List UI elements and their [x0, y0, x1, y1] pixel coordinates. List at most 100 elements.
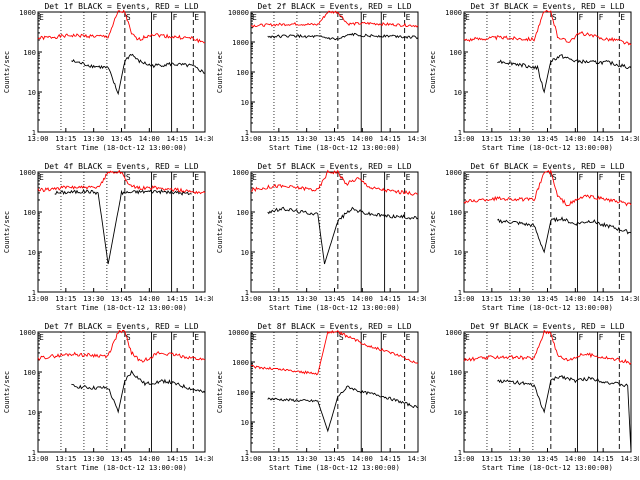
y-tick-label: 100	[449, 209, 462, 217]
x-axis-label: Start Time (18-Oct-12 13:00:00)	[56, 144, 187, 152]
series-line-events	[267, 32, 419, 41]
y-tick-label: 100	[236, 209, 249, 217]
x-tick-label: 14:15	[593, 295, 614, 303]
event-marker-label: E	[406, 13, 411, 22]
series-line-events	[71, 369, 206, 414]
chart-title: Det 1f BLACK = Events, RED = LLD	[44, 2, 198, 11]
x-tick-label: 13:45	[324, 295, 345, 303]
event-marker-label: F	[362, 173, 367, 182]
event-marker-label: F	[599, 173, 604, 182]
event-marker-label: F	[599, 333, 604, 342]
x-tick-label: 13:45	[324, 135, 345, 143]
x-tick-label: 13:00	[27, 135, 48, 143]
x-tick-label: 13:30	[296, 295, 317, 303]
y-axis-label: Counts/sec	[3, 371, 11, 413]
x-tick-label: 13:00	[240, 295, 261, 303]
x-tick-label: 13:30	[296, 455, 317, 463]
y-tick-label: 10	[454, 409, 462, 417]
x-tick-label: 13:00	[240, 135, 261, 143]
x-tick-label: 13:45	[537, 295, 558, 303]
plot-frame	[463, 11, 632, 133]
y-tick-label: 10000	[228, 9, 249, 17]
event-marker-label: E	[406, 173, 411, 182]
x-axis-label: Start Time (18-Oct-12 13:00:00)	[482, 304, 613, 312]
y-tick-label: 100	[23, 209, 36, 217]
chart-panel-1: Det 1f BLACK = Events, RED = LLD 1 10 100 10…	[3, 2, 213, 152]
y-tick-label: 1	[32, 129, 36, 137]
y-tick-label: 1	[245, 449, 249, 457]
y-tick-label: 10	[241, 419, 249, 427]
y-tick-label: 1	[458, 129, 462, 137]
x-axis-label: Start Time (18-Oct-12 13:00:00)	[269, 464, 400, 472]
x-tick-label: 13:15	[481, 135, 502, 143]
y-tick-label: 100	[236, 389, 249, 397]
event-marker-label: S	[552, 333, 557, 342]
y-tick-label: 10	[241, 99, 249, 107]
y-tick-label: 10	[28, 249, 36, 257]
x-tick-label: 13:15	[268, 135, 289, 143]
y-tick-label: 100	[449, 369, 462, 377]
x-tick-label: 13:00	[240, 455, 261, 463]
plot-frame	[37, 331, 206, 453]
y-axis-label: Counts/sec	[3, 211, 11, 253]
event-marker-label: F	[579, 173, 584, 182]
series-line-events	[497, 375, 632, 453]
x-tick-label: 14:15	[167, 135, 188, 143]
plot-frame	[250, 331, 419, 453]
y-tick-label: 1000	[445, 169, 462, 177]
chart-panel-2: Det 2f BLACK = Events, RED = LLD 1 10 100 10…	[216, 2, 426, 152]
series-line-events	[267, 385, 419, 433]
x-tick-label: 13:15	[268, 295, 289, 303]
x-tick-label: 13:30	[509, 295, 530, 303]
y-tick-label: 1	[458, 289, 462, 297]
event-marker-label: E	[252, 13, 257, 22]
event-marker-label: F	[173, 13, 178, 22]
x-tick-label: 14:30	[407, 295, 426, 303]
y-tick-label: 10	[454, 89, 462, 97]
event-marker-label: F	[153, 13, 158, 22]
event-marker-label: F	[382, 333, 387, 342]
plot-frame	[37, 171, 206, 293]
x-tick-label: 14:00	[352, 455, 373, 463]
event-marker-label: E	[39, 173, 44, 182]
x-tick-label: 13:15	[481, 455, 502, 463]
series-line-lld	[463, 9, 632, 46]
x-tick-label: 13:00	[453, 135, 474, 143]
chart-panel-6: Det 6f BLACK = Events, RED = LLD 1 10 100 10…	[429, 162, 639, 312]
x-tick-label: 13:15	[55, 135, 76, 143]
x-tick-label: 13:45	[111, 295, 132, 303]
event-marker-label: F	[153, 173, 158, 182]
x-tick-label: 13:30	[509, 135, 530, 143]
chart-title: Det 7f BLACK = Events, RED = LLD	[44, 322, 198, 331]
chart-title: Det 3f BLACK = Events, RED = LLD	[470, 2, 624, 11]
y-tick-label: 100	[23, 369, 36, 377]
chart-title: Det 2f BLACK = Events, RED = LLD	[257, 2, 411, 11]
event-marker-label: E	[620, 13, 625, 22]
event-marker-label: E	[620, 173, 625, 182]
x-tick-label: 13:15	[55, 455, 76, 463]
x-tick-label: 13:45	[111, 135, 132, 143]
x-axis-label: Start Time (18-Oct-12 13:00:00)	[482, 464, 613, 472]
y-axis-label: Counts/sec	[429, 51, 437, 93]
y-tick-label: 1000	[19, 329, 36, 337]
series-line-lld	[250, 169, 419, 196]
y-tick-label: 1	[458, 449, 462, 457]
chart-title: Det 5f BLACK = Events, RED = LLD	[257, 162, 411, 171]
chart-title: Det 8f BLACK = Events, RED = LLD	[257, 322, 411, 331]
event-marker-label: F	[382, 13, 387, 22]
x-axis-label: Start Time (18-Oct-12 13:00:00)	[56, 304, 187, 312]
event-marker-label: S	[126, 333, 131, 342]
plot-frame	[463, 331, 632, 453]
y-tick-label: 100	[449, 49, 462, 57]
x-tick-label: 13:15	[268, 455, 289, 463]
x-tick-label: 13:30	[509, 455, 530, 463]
x-tick-label: 13:45	[537, 135, 558, 143]
x-tick-label: 14:15	[380, 135, 401, 143]
event-marker-label: F	[173, 173, 178, 182]
x-tick-label: 14:00	[139, 295, 160, 303]
plot-frame	[37, 11, 206, 133]
x-axis-label: Start Time (18-Oct-12 13:00:00)	[269, 144, 400, 152]
series-line-events	[497, 54, 632, 94]
x-axis-label: Start Time (18-Oct-12 13:00:00)	[269, 304, 400, 312]
